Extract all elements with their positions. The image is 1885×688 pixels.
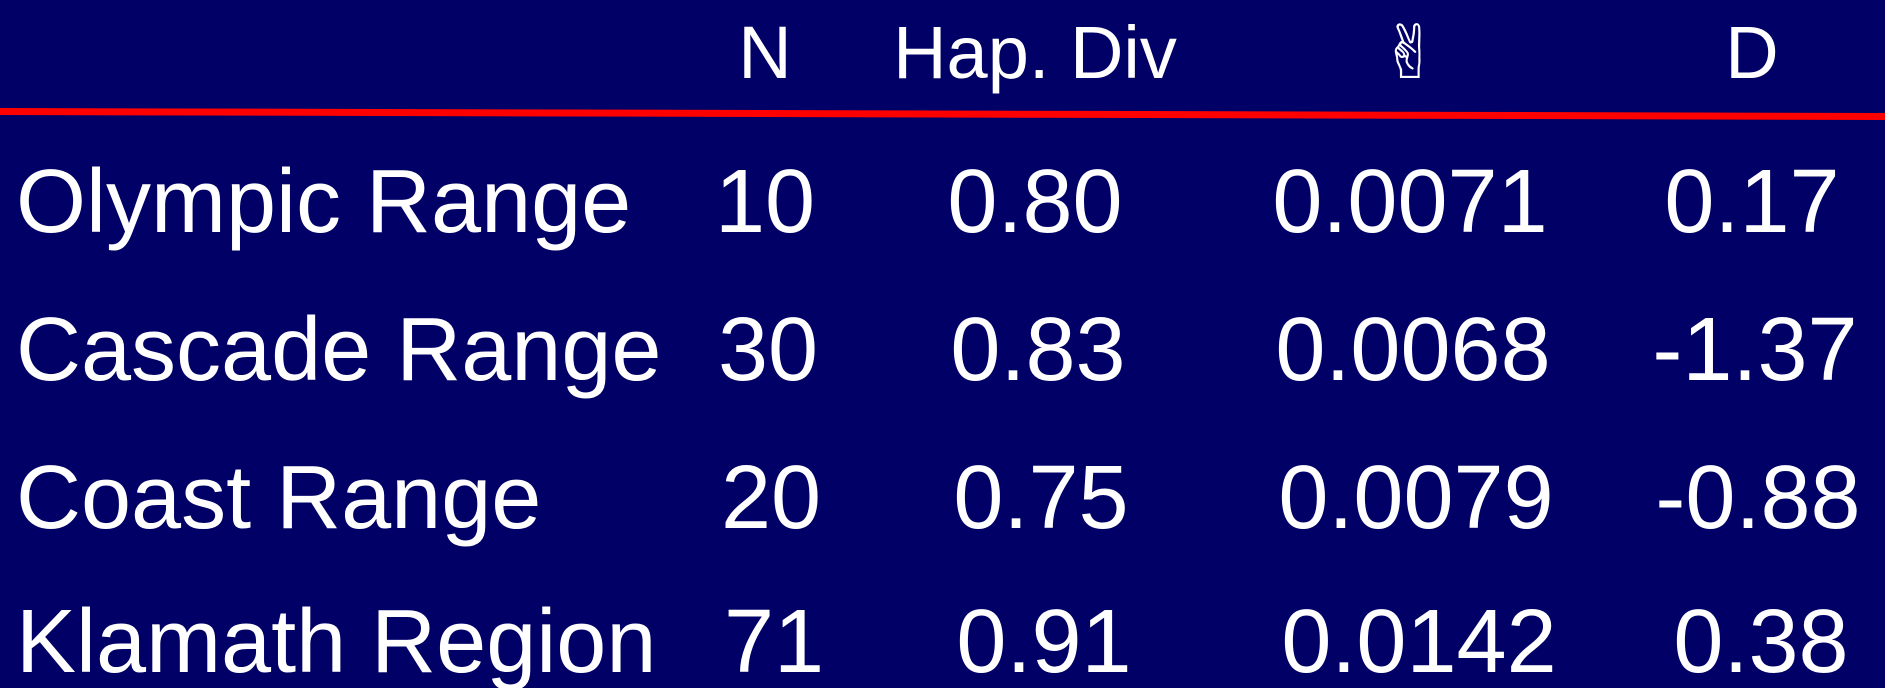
table-cell: 0.17 [1664,152,1839,252]
header-rule [0,108,1885,120]
table-cell: 0.75 [953,448,1128,548]
column-header: D [1725,11,1778,94]
table-cell: -0.88 [1655,448,1860,548]
table-cell: 10 [715,152,815,252]
table-cell: 71 [724,592,824,688]
table-cell: -1.37 [1652,300,1857,400]
table-cell: 30 [718,300,818,400]
table-cell: 0.80 [947,152,1122,252]
table-cell: 0.0071 [1272,152,1547,252]
table-cell: 20 [721,448,821,548]
row-label: Klamath Region [16,592,656,688]
table-cell: 0.0079 [1278,448,1553,548]
table-cell: 0.83 [950,300,1125,400]
row-label: Olympic Range [16,152,631,252]
table-cell: 0.91 [956,592,1131,688]
table-cell: 0.0142 [1281,592,1556,688]
table-cell: 0.38 [1673,592,1848,688]
column-header: ✌ [1379,11,1441,94]
row-label: Cascade Range [16,300,661,400]
table-cell: 0.0068 [1275,300,1550,400]
column-header: N [738,11,791,94]
column-header: Hap. Div [893,11,1177,94]
row-label: Coast Range [16,448,541,548]
